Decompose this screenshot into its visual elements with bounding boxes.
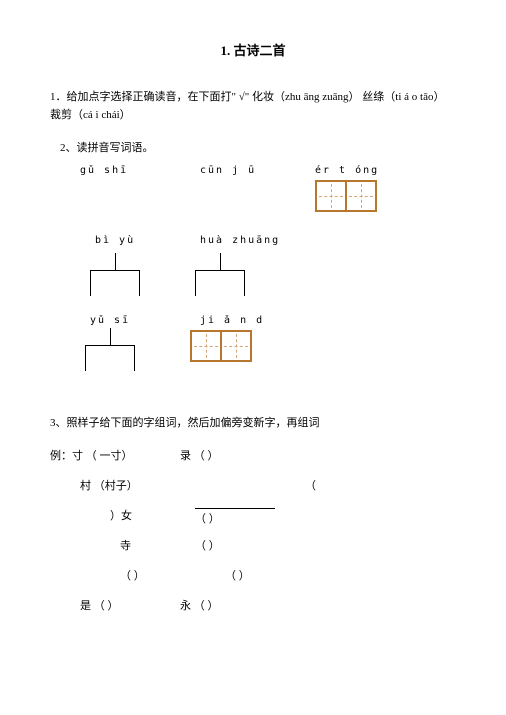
field-shi: 是 （ ）	[80, 597, 119, 613]
page-title: 1. 古诗二首	[50, 40, 456, 59]
paren-pair-1: （ ）	[195, 510, 220, 526]
pinyin-row-1: gǔ shī cūn j ū ér t óng	[50, 165, 456, 225]
field-nv: ）女	[110, 507, 132, 523]
example-row: 例：寸 （ 一寸） 录 （ ）	[50, 447, 456, 465]
pinyin-row-2: bì yù huà zhuāng	[50, 225, 456, 315]
pinyin-gushi: gǔ shī	[80, 165, 128, 176]
field-cun-cunzi: 村 （村子）	[80, 477, 138, 493]
question-1: 1．给加点字选择正确读音，在下面打" √" 化妆（zhu āng zuāng） …	[50, 89, 456, 124]
pinyin-row-3: yǔ sī ji ǎ n d	[50, 315, 456, 395]
writing-grid-ertong	[315, 180, 377, 212]
paren-pair-3: （ ）	[120, 567, 145, 583]
tree-huazhuang	[195, 270, 245, 271]
question-3-label: 3、照样子给下面的字组词，然后加偏旁变新字，再组词	[50, 415, 456, 432]
question-2-label: 2、读拼音写词语。	[60, 139, 456, 155]
pinyin-huazhuang: huà zhuāng	[200, 235, 280, 246]
paren-pair-2: （ ）	[195, 537, 220, 553]
row-nv: ）女 （ ）	[50, 507, 456, 525]
field-lu: 录 （ ）	[180, 447, 219, 463]
row-si: 寺 （ ）	[50, 537, 456, 555]
pinyin-jiand: ji ǎ n d	[200, 315, 264, 326]
pinyin-yusi: yǔ sī	[90, 315, 130, 326]
tree-biyu	[90, 270, 140, 271]
row-cun: 村 （村子） （	[50, 477, 456, 495]
field-yong: 永 （ ）	[180, 597, 219, 613]
tree-yusi	[85, 345, 135, 346]
paren-open-1: （	[305, 477, 316, 493]
example-cun-yicun: 例：寸 （ 一寸）	[50, 447, 133, 463]
pinyin-cunju: cūn j ū	[200, 165, 256, 176]
row-shi-yong: 是 （ ） 永 （ ）	[50, 597, 456, 615]
field-si: 寺	[120, 537, 131, 553]
row-blank: （ ） （ ）	[50, 567, 456, 585]
pinyin-ertong: ér t óng	[315, 165, 379, 176]
pinyin-biyu: bì yù	[95, 235, 135, 246]
paren-pair-4: （ ）	[225, 567, 250, 583]
writing-grid-jiand	[190, 330, 252, 362]
